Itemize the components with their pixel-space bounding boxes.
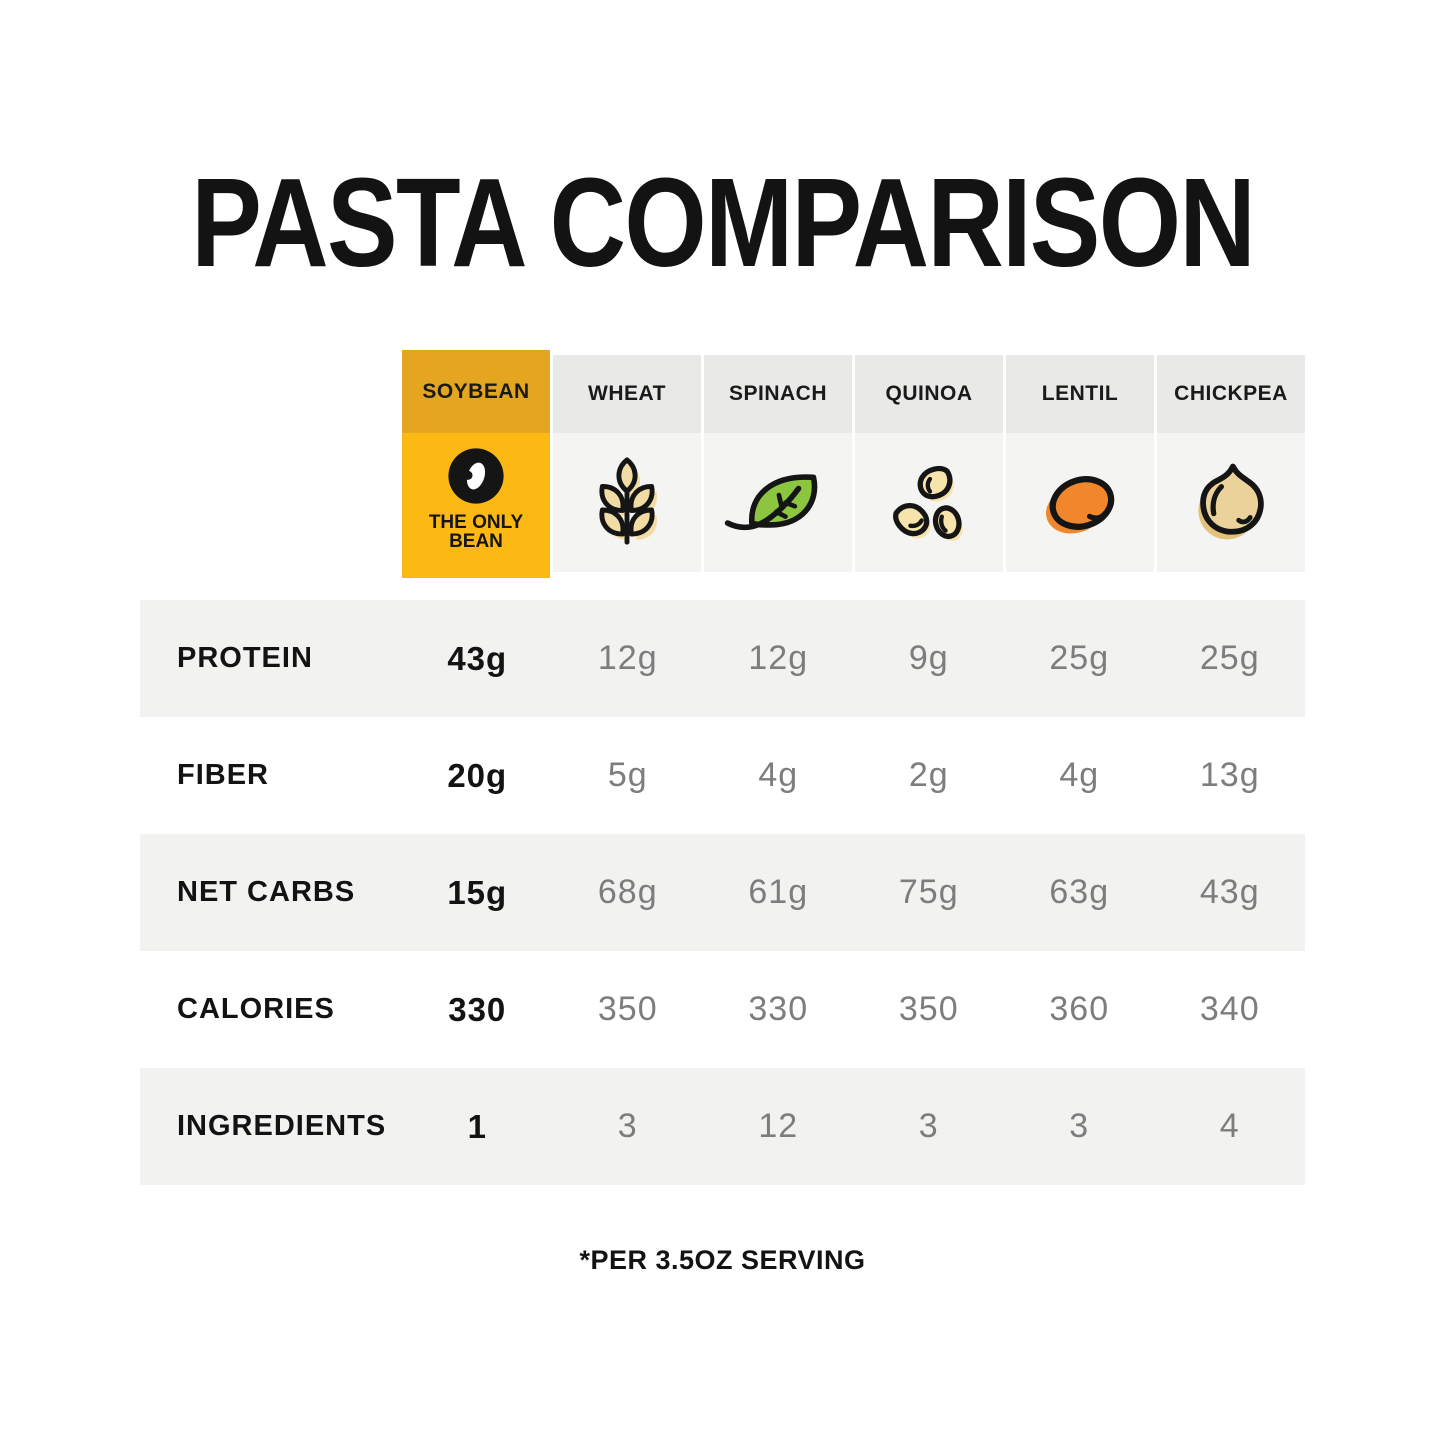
brand-name: THE ONLY BEAN: [428, 512, 524, 552]
table-row-ingredients: INGREDIENTS 1 3 12 3 3 4: [140, 1068, 1305, 1185]
column-header-soybean: SOYBEAN THE ONLY BEAN: [402, 350, 550, 578]
chickpea-icon-cell: [1157, 433, 1305, 572]
value-cell: 3: [1069, 1107, 1090, 1145]
value-cell: 9g: [908, 639, 949, 677]
column-header-chickpea: CHICKPEA: [1157, 355, 1305, 578]
table-row-net-carbs: NET CARBS 15g 68g 61g 75g 63g 43g: [140, 834, 1305, 951]
value-cell: 2g: [908, 756, 949, 794]
value-cell: 25g: [1049, 639, 1110, 677]
value-cell: 4: [1219, 1107, 1240, 1145]
wheat-icon: [599, 456, 658, 545]
value-cell: 25g: [1199, 639, 1260, 677]
value-cell: 360: [1049, 990, 1110, 1028]
spinach-leaf-icon: [724, 473, 818, 530]
value-cell: 13g: [1199, 756, 1260, 794]
table-row-protein: PROTEIN 43g 12g 12g 9g 25g 25g: [140, 600, 1305, 717]
column-label: CHICKPEA: [1157, 355, 1305, 433]
value-cell: 75g: [898, 873, 959, 911]
row-label: INGREDIENTS: [177, 1110, 387, 1142]
value-cell: 43g: [447, 639, 508, 677]
table-row-fiber: FIBER 20g 5g 4g 2g 4g 13g: [140, 717, 1305, 834]
row-label: CALORIES: [177, 993, 335, 1025]
lentil-icon: [1046, 475, 1115, 533]
column-header-wheat: WHEAT: [553, 355, 701, 578]
column-header-row: SOYBEAN THE ONLY BEAN WHEAT: [402, 350, 1305, 578]
column-label: SPINACH: [704, 355, 852, 433]
serving-note: *PER 3.5OZ SERVING: [579, 1245, 866, 1275]
value-cell: 43g: [1199, 873, 1260, 911]
soybean-logo-icon: [448, 448, 504, 504]
value-cell: 61g: [748, 873, 809, 911]
column-label: QUINOA: [855, 355, 1003, 433]
value-cell: 3: [617, 1107, 638, 1145]
value-cell: 4g: [758, 756, 799, 794]
chickpea-icon: [1198, 463, 1264, 539]
column-header-lentil: LENTIL: [1006, 355, 1154, 578]
quinoa-seeds-icon: [893, 465, 963, 541]
value-cell: 12: [758, 1107, 799, 1145]
value-cell: 63g: [1049, 873, 1110, 911]
value-cell: 5g: [607, 756, 648, 794]
row-label: FIBER: [177, 759, 269, 791]
value-cell: 12g: [597, 639, 658, 677]
row-label: PROTEIN: [177, 642, 313, 674]
page-title: PASTA COMPARISON: [191, 152, 1256, 293]
wheat-icon-cell: [553, 433, 701, 572]
table-row-calories: CALORIES 330 350 330 350 360 340: [140, 951, 1305, 1068]
value-cell: 4g: [1059, 756, 1100, 794]
value-cell: 340: [1199, 990, 1260, 1028]
spinach-icon-cell: [704, 433, 852, 572]
comparison-table: PROTEIN 43g 12g 12g 9g 25g 25g FIBER 20g…: [140, 600, 1305, 1185]
column-header-spinach: SPINACH: [704, 355, 852, 578]
value-cell: 350: [898, 990, 959, 1028]
lentil-icon-cell: [1006, 433, 1154, 572]
soybean-icon-cell: THE ONLY BEAN: [402, 433, 550, 578]
row-label: NET CARBS: [177, 876, 356, 908]
quinoa-icon-cell: [855, 433, 1003, 572]
value-cell: 68g: [597, 873, 658, 911]
value-cell: 12g: [748, 639, 809, 677]
value-cell: 330: [448, 990, 507, 1028]
column-label: WHEAT: [553, 355, 701, 433]
value-cell: 350: [597, 990, 658, 1028]
value-cell: 3: [918, 1107, 939, 1145]
column-label: LENTIL: [1006, 355, 1154, 433]
value-cell: 20g: [447, 756, 508, 794]
value-cell: 330: [748, 990, 809, 1028]
column-label: SOYBEAN: [402, 350, 550, 433]
column-header-quinoa: QUINOA: [855, 355, 1003, 578]
value-cell: 1: [467, 1107, 487, 1145]
value-cell: 15g: [447, 873, 508, 911]
